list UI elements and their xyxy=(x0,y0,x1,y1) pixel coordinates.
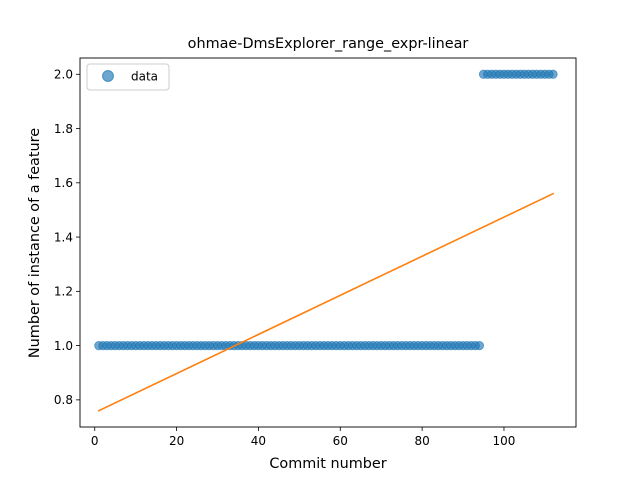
data-point xyxy=(474,341,485,351)
y-axis-ticks: 0.8 1.0 1.2 1.4 1.6 1.8 2.0 xyxy=(54,68,80,407)
x-tick-label: 0 xyxy=(91,434,99,448)
legend-label-data: data xyxy=(131,70,158,84)
x-tick-label: 100 xyxy=(493,434,516,448)
fit-line xyxy=(97,192,555,412)
x-axis-label: Commit number xyxy=(269,456,386,472)
x-tick-label: 60 xyxy=(333,434,348,448)
data-point xyxy=(548,69,558,79)
x-tick-label: 80 xyxy=(414,434,429,448)
y-tick-label: 1.6 xyxy=(54,176,73,190)
y-tick-label: 1.0 xyxy=(54,339,73,353)
y-tick-label: 1.4 xyxy=(54,230,73,244)
y-tick-label: 2.0 xyxy=(54,68,73,82)
legend: data xyxy=(86,63,170,91)
y-tick-label: 1.2 xyxy=(54,285,73,299)
axes-frame xyxy=(79,57,577,428)
chart-title: ohmae-DmsExplorer_range_expr-linear xyxy=(188,36,469,52)
y-axis-label: Number of instance of a feature xyxy=(27,128,43,358)
legend-marker-data xyxy=(102,70,114,82)
x-tick-label: 20 xyxy=(169,434,184,448)
x-tick-label: 40 xyxy=(251,434,266,448)
y-tick-label: 0.8 xyxy=(54,393,73,407)
plot-area xyxy=(79,57,577,428)
x-axis-ticks: 0 20 40 60 80 100 xyxy=(91,427,516,448)
y-tick-label: 1.8 xyxy=(54,122,73,136)
